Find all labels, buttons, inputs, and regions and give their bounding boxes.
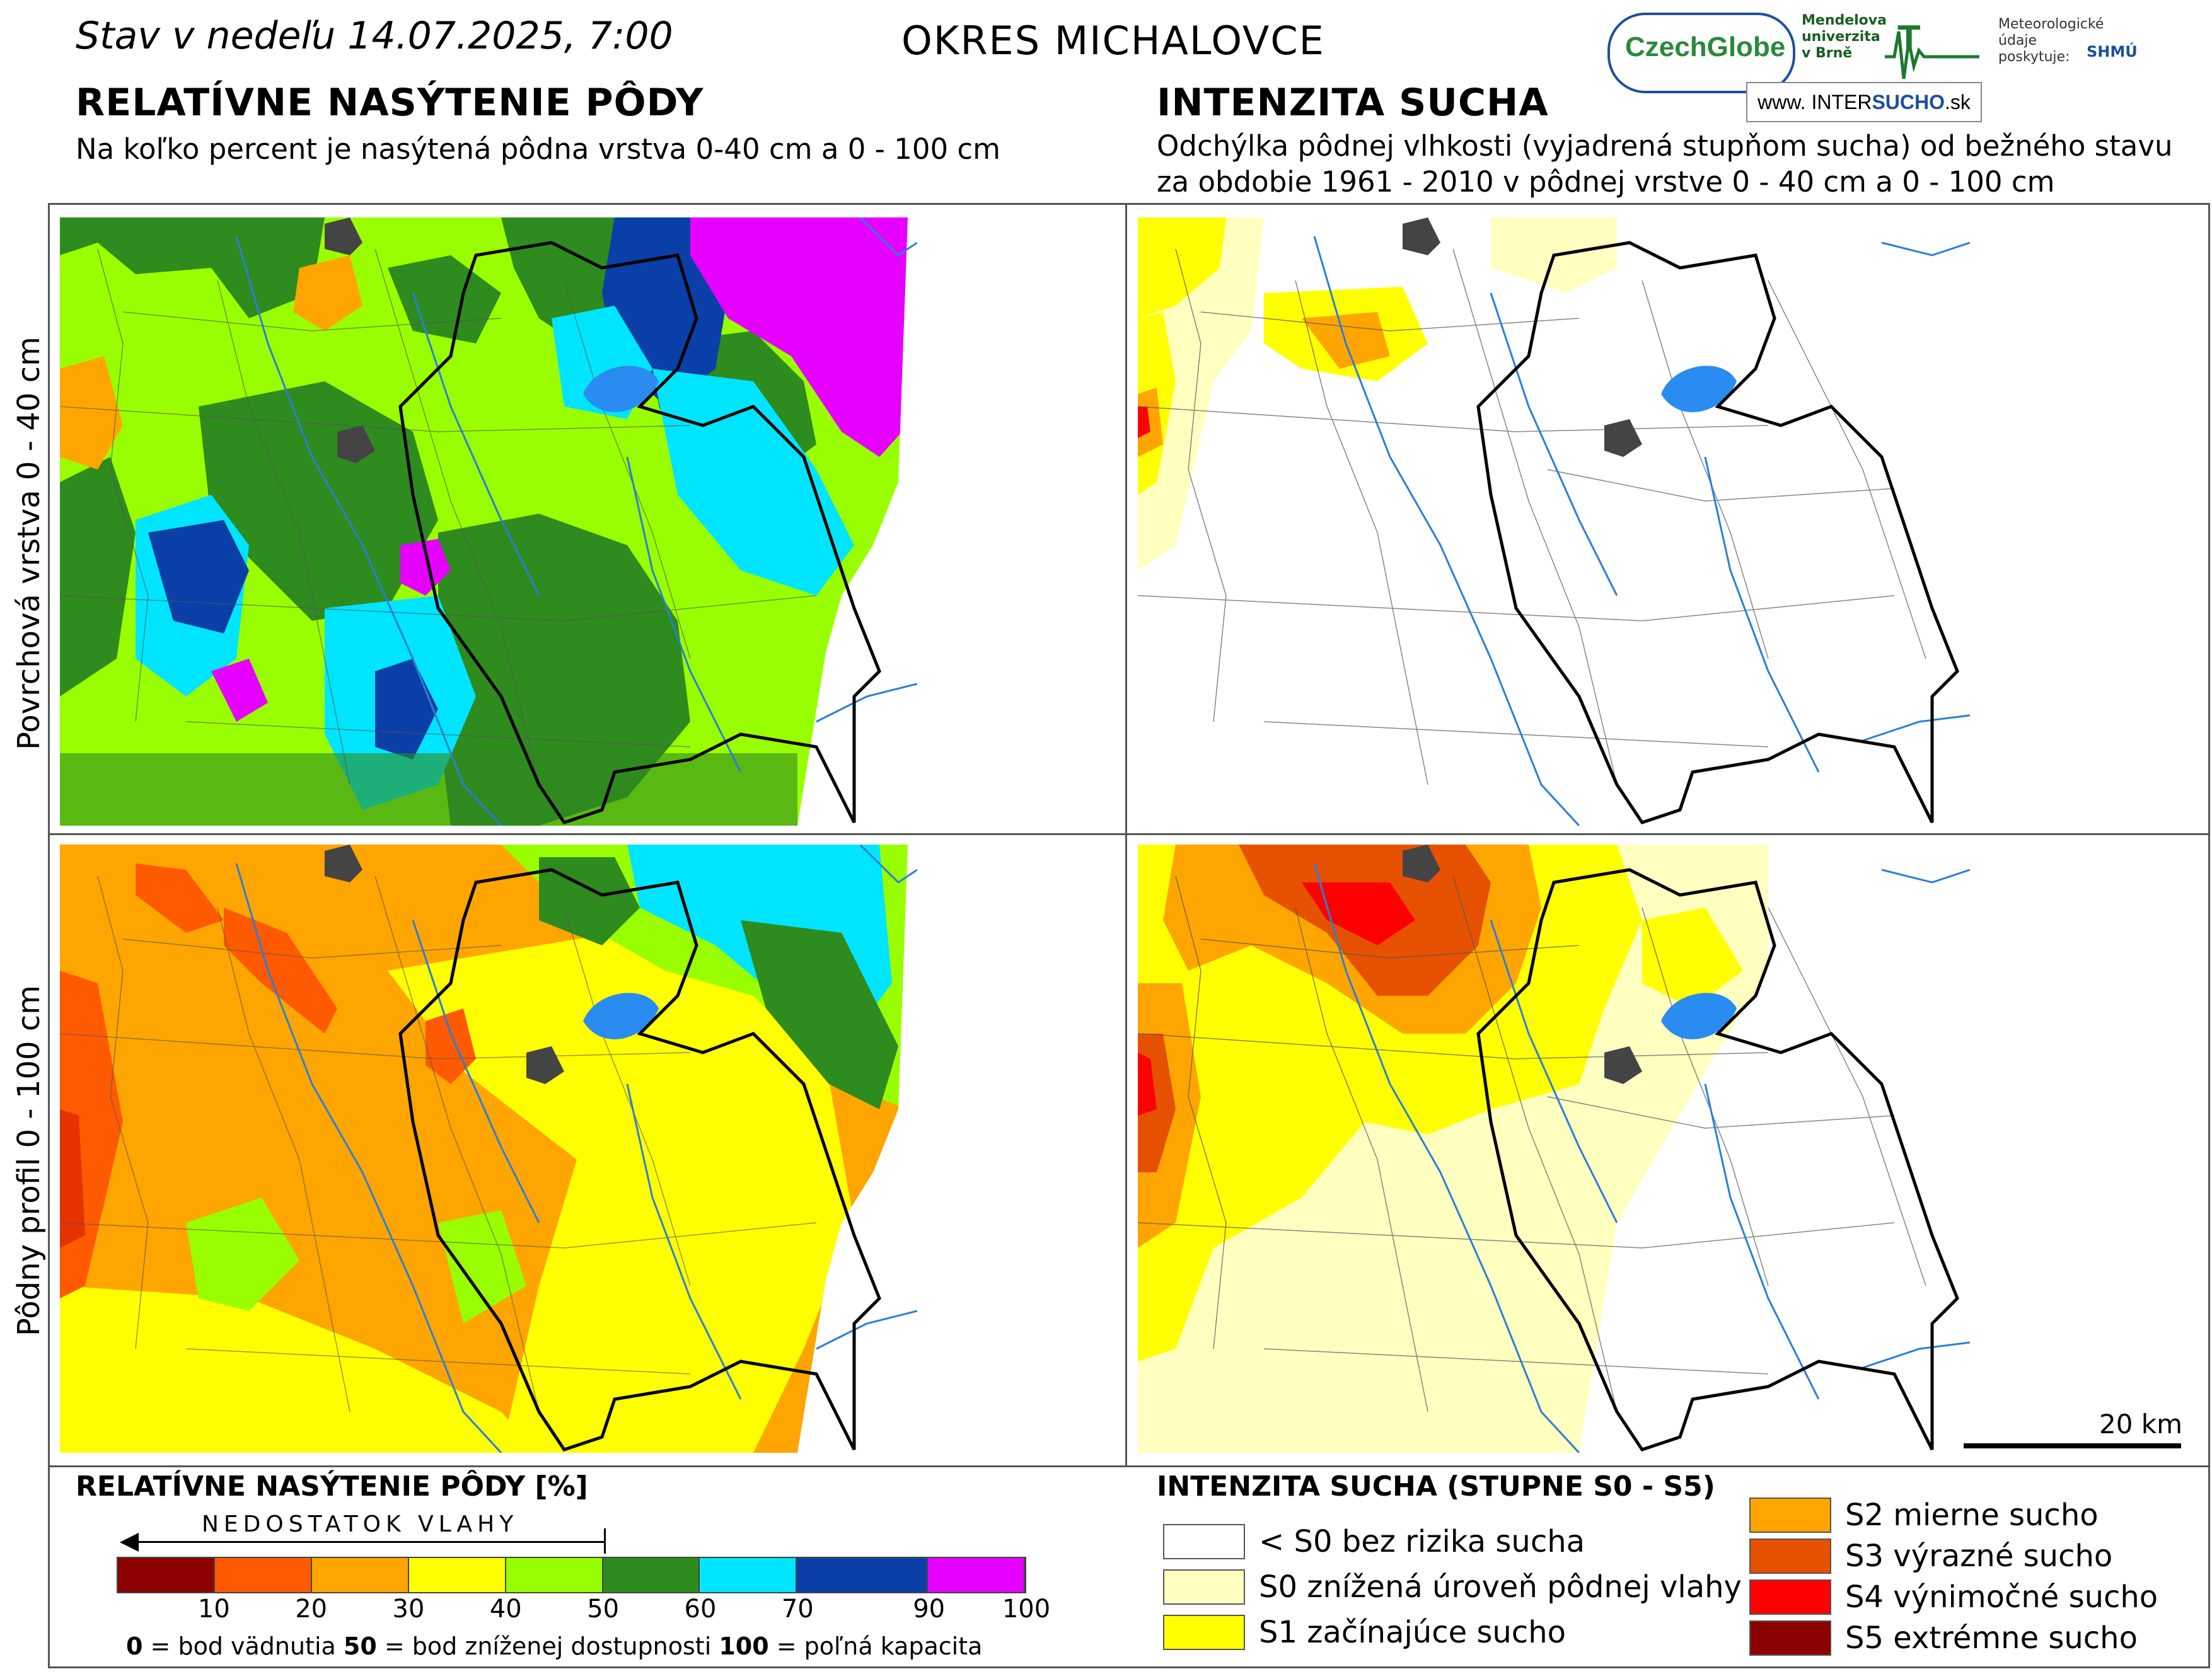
legend-divider (48, 1465, 2210, 1467)
legend-label: S1 začínajúce sucho (1259, 1615, 1566, 1650)
map-drought-profile (1138, 845, 1970, 1453)
colorbar-class-40-50 (506, 1558, 603, 1592)
colorbar-class-30-40 (408, 1558, 506, 1592)
intersucho-link[interactable]: www. INTERSUCHO.sk (1746, 82, 1982, 122)
colorbar-class-10-20 (214, 1558, 312, 1592)
map-saturation-topsoil (60, 217, 917, 826)
note-100-text: = poľná kapacita (768, 1632, 983, 1660)
row-label-top: Povrchová vrstva 0 - 40 cm (11, 337, 47, 750)
row-label-bottom: Pôdny profil 0 - 100 cm (11, 985, 47, 1336)
drought-legend-item: S5 extrémne sucho (1749, 1620, 2138, 1656)
colorbar-tick-label: 50 (587, 1595, 620, 1624)
mendel-line-2: univerzita (1802, 29, 1880, 45)
mendel-logo: Mendelova univerzita v Brně (1802, 13, 1887, 62)
legend-swatch (1163, 1524, 1245, 1559)
colorbar-tick-label: 20 (295, 1595, 328, 1624)
drought-subtitle-2: za obdobie 1961 - 2010 v pôdnej vrstve 0… (1157, 165, 2055, 199)
saturation-colorbar (117, 1557, 1026, 1593)
legend-swatch (1163, 1615, 1245, 1650)
drought-legend-item: S3 výrazné sucho (1749, 1538, 2112, 1574)
colorbar-class-0-10 (118, 1558, 215, 1592)
colorbar-tick-label: 10 (197, 1595, 230, 1624)
legend-swatch (1163, 1569, 1245, 1605)
shmu-logo: SHMÚ (2087, 43, 2138, 61)
mendel-line-3: v Brně (1802, 45, 1853, 61)
legend-label: S3 výrazné sucho (1845, 1538, 2113, 1574)
meteo-line-1: Meteorologické (1998, 16, 2104, 32)
drought-title: INTENZITA SUCHA (1157, 81, 1549, 125)
legend-swatch (1749, 1538, 1831, 1574)
drought-legend-item: S1 začínajúce sucho (1163, 1615, 1566, 1650)
date-value: 14.07.2025, 7:00 (347, 14, 673, 58)
district-title: OKRES MICHALOVCE (901, 18, 1325, 64)
note-50-text: = bod zníženej dostupnosti (376, 1632, 719, 1660)
drought-subtitle-1: Odchýlka pôdnej vlhkosti (vyjadrená stup… (1157, 129, 2173, 163)
scale-label: 20 km (2099, 1409, 2183, 1440)
legend-swatch (1749, 1620, 1831, 1656)
legend-saturation-title: RELATÍVNE NASÝTENIE PÔDY [%] (76, 1470, 588, 1503)
czechglobe-logo: CzechGlobe (1625, 32, 1786, 62)
date-line: Stav v nedeľu 14.07.2025, 7:00 (76, 14, 673, 58)
frame-divider-horizontal (48, 833, 2210, 835)
colorbar-tick-label: 100 (1002, 1595, 1051, 1624)
colorbar-tick-label: 60 (684, 1595, 717, 1624)
drought-legend-item: S4 výnimočné sucho (1749, 1579, 2158, 1615)
colorbar-tick-label: 90 (913, 1595, 946, 1624)
colorbar-class-90-100 (928, 1558, 1026, 1592)
saturation-title: RELATÍVNE NASÝTENIE PÔDY (76, 81, 704, 125)
date-prefix: Stav v nedeľu (76, 14, 336, 58)
drought-legend-item: S0 znížená úroveň pôdnej vlahy (1163, 1569, 1742, 1605)
meteo-line-2: údaje (1998, 33, 2037, 49)
map-frame (48, 203, 2210, 1668)
inter-bold: SUCHO (1872, 91, 1945, 113)
legend-label: S2 mierne sucho (1845, 1498, 2099, 1533)
legend-label: S0 znížená úroveň pôdnej vlahy (1259, 1569, 1742, 1605)
legend-drought-title: INTENZITA SUCHA (STUPNE S0 - S5) (1157, 1470, 1715, 1503)
note-0-text: = bod vädnutia (142, 1632, 344, 1660)
note-100-value: 100 (719, 1632, 769, 1660)
colorbar-class-70-90 (797, 1558, 929, 1592)
colorbar-tick-label: 30 (392, 1595, 425, 1624)
colorbar-class-60-70 (700, 1558, 797, 1592)
scale-bar (1964, 1443, 2181, 1448)
inter-prefix: www. INTER (1757, 91, 1872, 113)
colorbar-note: 0 = bod vädnutia 50 = bod zníženej dostu… (126, 1632, 982, 1660)
saturation-subtitle: Na koľko percent je nasýtená pôdna vrstv… (76, 132, 1000, 166)
legend-label: < S0 bez rizika sucha (1259, 1524, 1585, 1559)
arrow-left-icon (120, 1533, 139, 1552)
map-drought-topsoil (1138, 217, 1970, 826)
note-0-value: 0 (126, 1632, 143, 1660)
colorbar-tick-label: 70 (781, 1595, 814, 1624)
colorbar-class-50-60 (603, 1558, 700, 1592)
drought-legend-item: < S0 bez rizika sucha (1163, 1524, 1585, 1559)
colorbar-class-20-30 (311, 1558, 409, 1592)
legend-label: S5 extrémne sucho (1845, 1620, 2138, 1656)
meteo-line-3: poskytuje: (1998, 49, 2070, 65)
legend-label: S4 výnimočné sucho (1845, 1579, 2158, 1615)
legend-swatch (1749, 1498, 1831, 1533)
legend-swatch (1749, 1579, 1831, 1615)
ustav-logo-icon: T (1885, 19, 1979, 79)
note-50-value: 50 (343, 1632, 377, 1660)
meteo-credit: Meteorologické údaje poskytuje: (1998, 16, 2104, 66)
map-saturation-profile (60, 845, 917, 1453)
inter-suffix: .sk (1945, 91, 1971, 113)
deficit-arrow-end (604, 1528, 606, 1554)
czechglobe-logo-ring (1607, 13, 1795, 93)
drought-legend-item: S2 mierne sucho (1749, 1498, 2099, 1533)
moisture-deficit-label: NEDOSTATOK VLAHY (202, 1511, 519, 1537)
colorbar-tick-label: 40 (489, 1595, 522, 1624)
svg-text:T: T (1897, 19, 1921, 60)
mendel-line-1: Mendelova (1802, 13, 1887, 28)
partner-logos: CzechGlobe Mendelova univerzita v Brně T… (1607, 13, 2194, 122)
deficit-arrow-line (132, 1541, 605, 1543)
